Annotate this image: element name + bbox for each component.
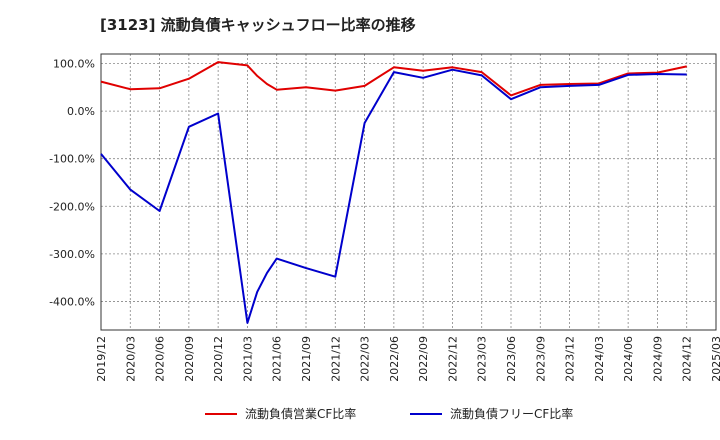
x-tick-label: 2021/06 <box>271 336 284 382</box>
x-tick-label: 2023/06 <box>505 336 518 382</box>
x-tick-label: 2022/12 <box>446 336 459 382</box>
x-tick-label: 2023/09 <box>534 336 547 382</box>
plot-area <box>101 54 716 330</box>
legend-label-1: 流動負債フリーCF比率 <box>450 406 573 421</box>
y-tick-label: -100.0% <box>49 153 95 166</box>
legend-label-0: 流動負債営業CF比率 <box>245 406 356 421</box>
x-tick-label: 2021/03 <box>241 336 254 382</box>
series-line-0 <box>100 61 687 97</box>
x-tick-label: 2021/09 <box>300 336 313 382</box>
x-tick-label: 2024/06 <box>622 336 635 382</box>
y-tick-label: 100.0% <box>53 58 95 71</box>
x-tick-label: 2023/12 <box>564 336 577 382</box>
y-tick-label: 0.0% <box>67 105 95 118</box>
y-tick-label: -400.0% <box>49 295 95 308</box>
x-tick-label: 2025/03 <box>710 336 720 382</box>
x-tick-label: 2022/06 <box>388 336 401 382</box>
plot-frame <box>100 53 717 331</box>
chart-title: [3123] 流動負債キャッシュフロー比率の推移 <box>100 16 416 34</box>
x-tick-label: 2020/03 <box>124 336 137 382</box>
x-tick-label: 2024/03 <box>593 336 606 382</box>
series-line-1 <box>100 68 687 324</box>
y-tick-label: -200.0% <box>49 200 95 213</box>
x-tick-label: 2021/12 <box>329 336 342 382</box>
x-tick-label: 2022/03 <box>359 336 372 382</box>
x-tick-label: 2020/12 <box>212 336 225 382</box>
x-tick-label: 2020/09 <box>183 336 196 382</box>
x-tick-label: 2020/06 <box>154 336 167 382</box>
y-tick-label: -300.0% <box>49 248 95 261</box>
x-tick-label: 2019/12 <box>95 336 108 382</box>
x-tick-label: 2022/09 <box>417 336 430 382</box>
x-tick-label: 2024/09 <box>651 336 664 382</box>
x-tick-label: 2024/12 <box>681 336 694 382</box>
x-tick-label: 2023/03 <box>476 336 489 382</box>
